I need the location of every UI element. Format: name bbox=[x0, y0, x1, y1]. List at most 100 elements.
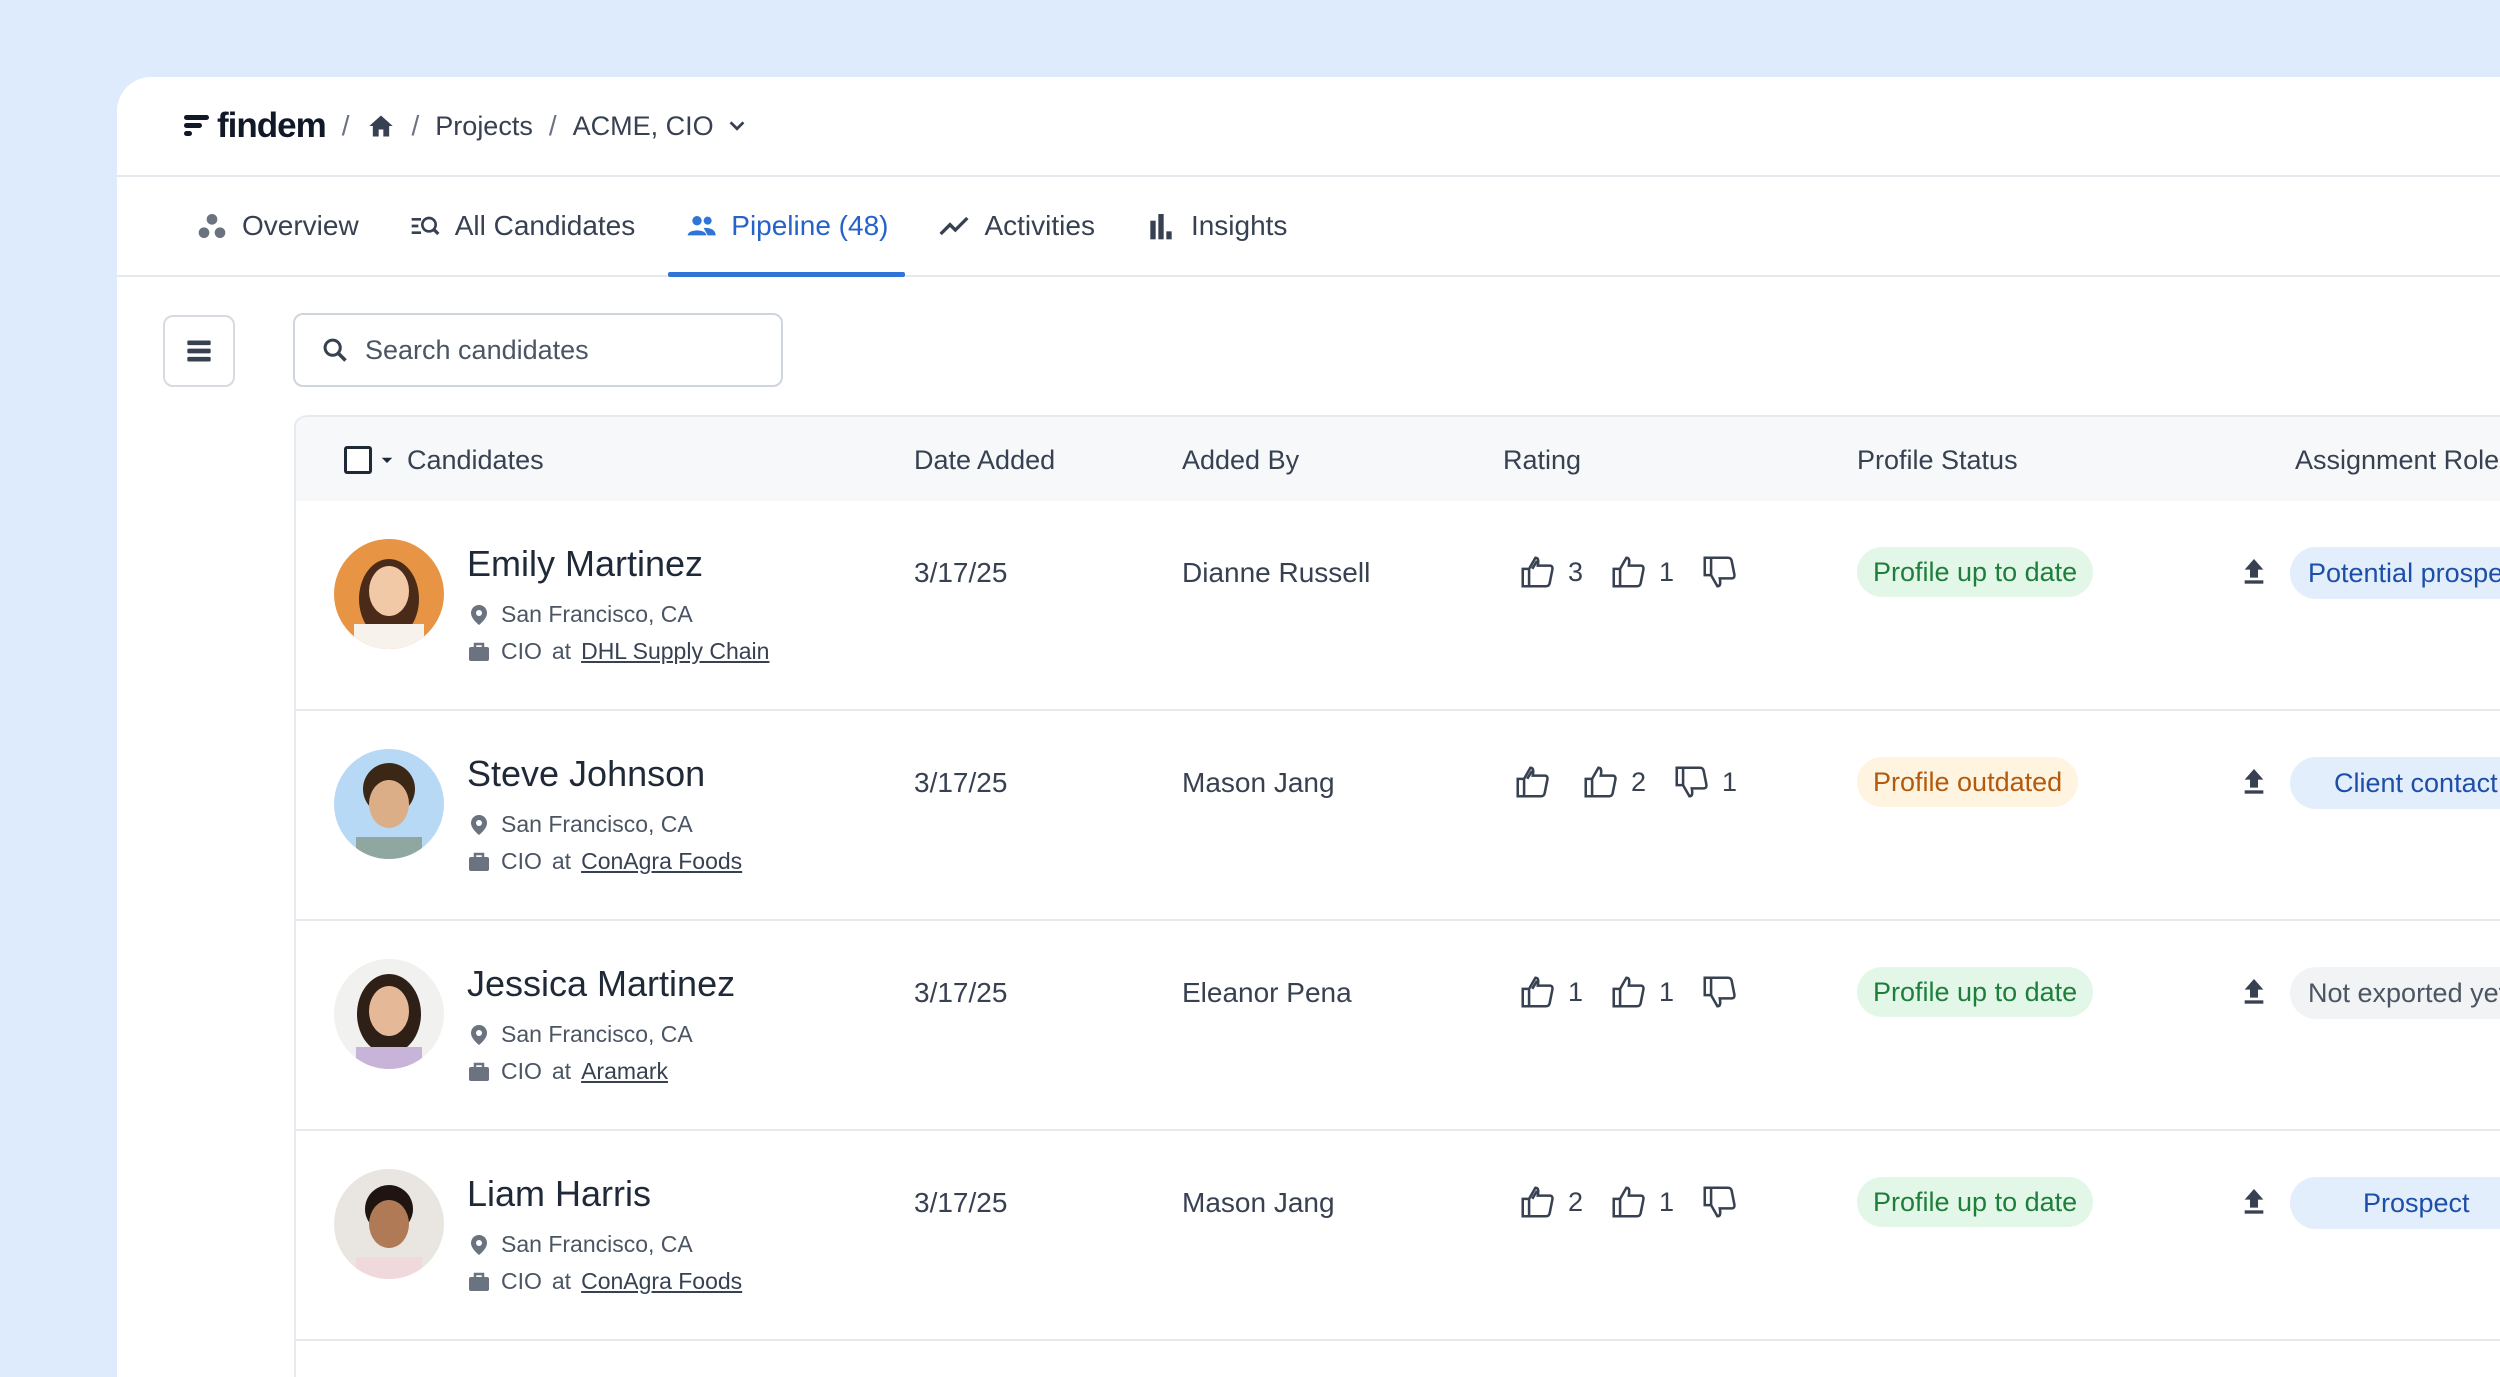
assignment-role-badge[interactable]: Client contact bbox=[2290, 757, 2500, 809]
table-row[interactable]: Steve Johnson San Francisco, CA CIO at C… bbox=[296, 711, 2500, 921]
trend-icon bbox=[939, 216, 969, 236]
job-at: at bbox=[551, 848, 572, 874]
candidate-location: San Francisco, CA bbox=[467, 1021, 693, 1048]
assignment-role-badge[interactable]: Not exported yet bbox=[2290, 967, 2500, 1019]
breadcrumb-project[interactable]: ACME, CIO bbox=[572, 110, 714, 141]
header-assignment-role[interactable]: Assignment Role bbox=[2295, 444, 2500, 475]
added-by: Mason Jang bbox=[1182, 1187, 1335, 1218]
tab-insights[interactable]: Insights bbox=[1128, 177, 1305, 275]
location-pin-icon bbox=[471, 814, 487, 835]
table-row[interactable]: Emily Martinez San Francisco, CA CIO at … bbox=[296, 501, 2500, 711]
job-at: at bbox=[551, 1058, 572, 1084]
added-by: Dianne Russell bbox=[1182, 557, 1371, 588]
thumbs-up-icon[interactable] bbox=[1581, 763, 1619, 801]
location-text: San Francisco, CA bbox=[501, 601, 693, 627]
up-count: 1 bbox=[1659, 976, 1675, 1007]
overview-icon bbox=[198, 214, 226, 238]
candidate-name[interactable]: Jessica Martinez bbox=[467, 963, 736, 1004]
export-icon[interactable] bbox=[2238, 765, 2270, 797]
briefcase-icon bbox=[469, 642, 489, 661]
tab-label: Pipeline (48) bbox=[731, 210, 889, 241]
column-menu-button[interactable] bbox=[163, 315, 235, 387]
location-pin-icon bbox=[471, 1024, 487, 1045]
findem-logo[interactable]: findem bbox=[184, 106, 327, 146]
tab-all-candidates[interactable]: All Candidates bbox=[392, 177, 653, 275]
rating: 1 1 bbox=[1518, 973, 1776, 1011]
tab-activities[interactable]: Activities bbox=[921, 177, 1111, 275]
thumbs-down-icon[interactable] bbox=[1700, 1183, 1738, 1221]
thumbs-down-icon[interactable] bbox=[1700, 553, 1738, 591]
logo-text: findem bbox=[217, 106, 327, 145]
job-title: CIO bbox=[501, 1268, 542, 1294]
location-text: San Francisco, CA bbox=[501, 811, 693, 837]
strong-thumbs-up-icon[interactable] bbox=[1513, 763, 1551, 801]
table-header: Candidates Date Added Added By Rating Pr… bbox=[296, 415, 2500, 501]
briefcase-icon bbox=[469, 1272, 489, 1291]
search-icon bbox=[323, 338, 347, 362]
candidate-job: CIO at DHL Supply Chain bbox=[467, 638, 769, 665]
strong-thumbs-up-icon[interactable] bbox=[1518, 553, 1556, 591]
location-text: San Francisco, CA bbox=[501, 1021, 693, 1047]
date-added: 3/17/25 bbox=[914, 977, 1008, 1008]
candidate-name[interactable]: Emily Martinez bbox=[467, 543, 704, 584]
date-added: 3/17/25 bbox=[914, 557, 1008, 588]
tab-pipeline[interactable]: Pipeline (48) bbox=[668, 177, 906, 277]
strong-up-count: 2 bbox=[1568, 1186, 1584, 1217]
assignment-role-badge[interactable]: Potential prospect bbox=[2290, 547, 2500, 599]
up-count: 1 bbox=[1659, 1186, 1675, 1217]
assignment-role-badge[interactable]: Prospect bbox=[2290, 1177, 2500, 1229]
select-all-checkbox[interactable] bbox=[344, 446, 372, 474]
job-at: at bbox=[551, 1268, 572, 1294]
thumbs-up-icon[interactable] bbox=[1609, 1183, 1647, 1221]
header-added-by[interactable]: Added By bbox=[1182, 444, 1300, 475]
candidate-name[interactable]: Steve Johnson bbox=[467, 753, 706, 794]
tab-label: Insights bbox=[1190, 210, 1288, 241]
breadcrumb-separator: / bbox=[341, 110, 350, 141]
home-icon[interactable] bbox=[366, 112, 396, 140]
date-added: 3/17/25 bbox=[914, 1187, 1008, 1218]
header-candidates[interactable]: Candidates bbox=[407, 444, 544, 475]
down-count: 1 bbox=[1722, 766, 1738, 797]
tab-bar: Overview All Candidates Pipeline (48) bbox=[117, 177, 2500, 277]
company-link[interactable]: Aramark bbox=[581, 1058, 668, 1084]
chevron-down-icon[interactable] bbox=[726, 115, 748, 137]
export-icon[interactable] bbox=[2238, 975, 2270, 1007]
thumbs-down-icon[interactable] bbox=[1700, 973, 1738, 1011]
thumbs-down-icon[interactable] bbox=[1672, 763, 1710, 801]
company-link[interactable]: DHL Supply Chain bbox=[581, 638, 770, 664]
job-title: CIO bbox=[501, 848, 542, 874]
search-list-icon bbox=[411, 216, 440, 236]
candidate-name[interactable]: Liam Harris bbox=[467, 1173, 652, 1214]
added-by: Eleanor Pena bbox=[1182, 977, 1352, 1008]
table-row[interactable]: Liam Harris San Francisco, CA CIO at Con… bbox=[296, 1131, 2500, 1341]
strong-thumbs-up-icon[interactable] bbox=[1518, 973, 1556, 1011]
export-icon[interactable] bbox=[2238, 1185, 2270, 1217]
candidate-job: CIO at Aramark bbox=[467, 1058, 668, 1085]
status-badge: Profile up to date bbox=[1857, 967, 2094, 1017]
breadcrumb: findem / / Projects / ACME, CIO bbox=[117, 77, 2500, 177]
select-all[interactable] bbox=[344, 417, 396, 503]
status-badge: Profile up to date bbox=[1857, 1177, 2094, 1227]
search-input[interactable] bbox=[365, 334, 765, 366]
thumbs-up-icon[interactable] bbox=[1609, 553, 1647, 591]
header-rating[interactable]: Rating bbox=[1503, 444, 1582, 475]
thumbs-up-icon[interactable] bbox=[1609, 973, 1647, 1011]
location-pin-icon bbox=[471, 1234, 487, 1255]
strong-up-count: 3 bbox=[1568, 556, 1584, 587]
company-link[interactable]: ConAgra Foods bbox=[581, 1268, 743, 1294]
caret-down-icon[interactable] bbox=[378, 451, 396, 469]
header-profile-status[interactable]: Profile Status bbox=[1857, 444, 2018, 475]
candidate-job: CIO at ConAgra Foods bbox=[467, 1268, 742, 1295]
header-date-added[interactable]: Date Added bbox=[914, 444, 1056, 475]
briefcase-icon bbox=[469, 852, 489, 871]
export-icon[interactable] bbox=[2238, 555, 2270, 587]
breadcrumb-projects[interactable]: Projects bbox=[435, 110, 533, 141]
company-link[interactable]: ConAgra Foods bbox=[581, 848, 743, 874]
tab-label: Overview bbox=[242, 210, 359, 241]
strong-up-count: 1 bbox=[1568, 976, 1584, 1007]
search-box bbox=[293, 313, 783, 387]
strong-thumbs-up-icon[interactable] bbox=[1518, 1183, 1556, 1221]
tab-overview[interactable]: Overview bbox=[179, 177, 376, 275]
table-row[interactable]: Jessica Martinez San Francisco, CA CIO a… bbox=[296, 921, 2500, 1131]
tab-label: All Candidates bbox=[454, 210, 636, 241]
